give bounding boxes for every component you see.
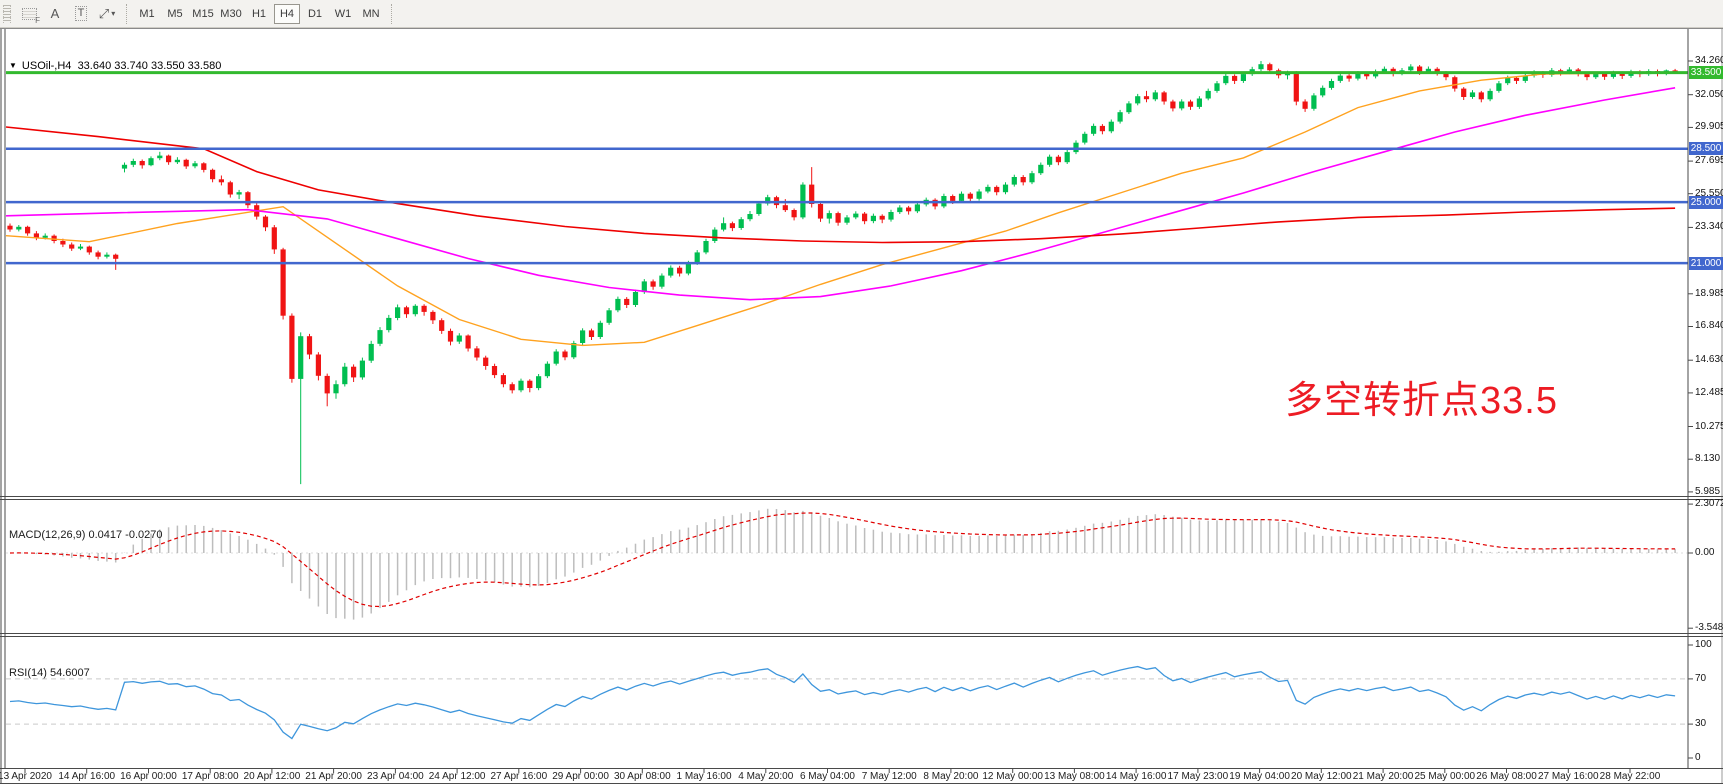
date-tick-label: 27 Apr 16:00 <box>490 771 548 782</box>
date-tick-label: 20 May 12:00 <box>1291 771 1352 782</box>
date-tick-label: 17 Apr 08:00 <box>181 771 239 782</box>
date-tick-label: 13 Apr 2020 <box>0 771 52 782</box>
date-tick-label: 6 May 04:00 <box>799 771 856 782</box>
chart-symbol-timeframe: USOil-,H4 <box>21 60 72 72</box>
date-tick-label: 17 May 23:00 <box>1167 771 1229 782</box>
price-tick-label: 14.630 <box>1695 354 1723 366</box>
timeframe-button-mn[interactable]: MN <box>362 7 380 20</box>
price-tick-label: 16.840 <box>1695 320 1723 332</box>
timeframe-button-m15[interactable]: M15 <box>192 7 214 20</box>
chart-window: 34.260 32.050 29.905 27.695 25.550 23.340 18.9… <box>0 28 1723 784</box>
toolbar-separator <box>126 3 127 24</box>
macd-tick-label: 2.3072 <box>1695 498 1723 510</box>
price-tick-label: 12.485 <box>1695 386 1723 398</box>
date-tick-label: 4 May 20:00 <box>738 771 794 782</box>
price-tick-label: 5.985 <box>1695 485 1721 497</box>
text-box-button[interactable]: T <box>69 3 93 25</box>
date-tick-label: 1 May 16:00 <box>676 771 732 782</box>
hline-price-tag: 25.000 <box>1689 195 1723 209</box>
chevron-down-icon: ▾ <box>111 9 116 18</box>
toolbar: F A T ⤢ ▾ M1 M5 M15 M30 H1 H4 D1 W1 MN <box>0 0 1723 28</box>
date-tick-label: 19 May 04:00 <box>1229 771 1290 782</box>
timeframe-button-m30[interactable]: M30 <box>220 7 242 20</box>
grid-icon <box>21 7 37 20</box>
timeframe-button-h1[interactable]: H1 <box>251 7 267 20</box>
hline-price-tag: 21.000 <box>1689 256 1723 270</box>
date-tick-label: 14 Apr 16:00 <box>58 771 116 782</box>
templates-grid-icon[interactable]: F <box>17 3 41 25</box>
date-tick-label: 30 Apr 08:00 <box>613 771 671 782</box>
rsi-tick-label: 30 <box>1695 718 1707 730</box>
price-tick-label: 25.550 <box>1695 187 1723 199</box>
text-label-button[interactable]: A <box>43 3 67 25</box>
date-tick-label: 28 May 22:00 <box>1599 771 1661 782</box>
price-tick-label: 29.905 <box>1695 121 1723 133</box>
date-tick-label: 20 Apr 12:00 <box>243 771 301 782</box>
price-tick-label: 27.695 <box>1695 155 1723 167</box>
timeframe-button-d1[interactable]: D1 <box>307 7 323 20</box>
timeframe-button-h4[interactable]: H4 <box>274 3 300 24</box>
price-tick-label: 34.260 <box>1695 55 1723 66</box>
timeframe-button-m1[interactable]: M1 <box>139 7 155 20</box>
date-tick-label: 14 May 16:00 <box>1105 771 1167 782</box>
date-tick-label: 26 May 08:00 <box>1476 771 1537 782</box>
macd-tick-label: -3.5484 <box>1695 622 1723 634</box>
rsi-tick-label: 0 <box>1695 752 1701 763</box>
date-tick-label: 21 Apr 20:00 <box>305 771 362 782</box>
price-tick-label: 32.050 <box>1695 88 1723 100</box>
timeframe-button-m5[interactable]: M5 <box>167 7 183 20</box>
date-tick-label: 8 May 20:00 <box>923 771 979 782</box>
date-tick-label: 16 Apr 00:00 <box>120 771 177 782</box>
price-tick-label: 10.275 <box>1695 420 1723 432</box>
chart-ohlc-values: 33.640 33.740 33.550 33.580 <box>77 60 222 72</box>
date-tick-label: 21 May 20:00 <box>1352 771 1414 782</box>
price-tick-label: 18.985 <box>1695 287 1723 299</box>
price-tick-label: 23.340 <box>1695 221 1723 233</box>
price-tick-label: 8.130 <box>1695 453 1721 465</box>
grid-f-label: F <box>35 15 40 25</box>
date-tick-label: 23 Apr 04:00 <box>367 771 424 782</box>
date-tick-label: 13 May 08:00 <box>1044 771 1105 782</box>
date-tick-label: 27 May 16:00 <box>1537 771 1599 782</box>
rsi-indicator-label: RSI(14) 54.6007 <box>9 667 90 679</box>
macd-indicator-label: MACD(12,26,9) 0.0417 -0.0270 <box>9 529 163 541</box>
macd-tick-label: 0.00 <box>1695 547 1715 558</box>
hline-price-tag: 28.500 <box>1689 142 1723 156</box>
date-tick-label: 7 May 12:00 <box>861 771 917 782</box>
date-tick-label: 24 Apr 12:00 <box>428 771 486 782</box>
timeframe-button-w1[interactable]: W1 <box>334 7 352 20</box>
annotation-text: 多空转折点33.5 <box>1285 380 1558 422</box>
rsi-tick-label: 70 <box>1695 672 1707 684</box>
objects-arrows-button[interactable]: ⤢ ▾ <box>95 3 119 25</box>
chart-title: ▼ USOil-,H4 33.640 33.740 33.550 33.580 <box>9 60 221 72</box>
hline-price-tag: 33.500 <box>1689 66 1723 80</box>
date-tick-label: 25 May 00:00 <box>1414 771 1476 782</box>
date-tick-label: 12 May 00:00 <box>982 771 1043 782</box>
chart-dropdown-icon: ▼ <box>9 61 17 70</box>
toolbar-grip[interactable] <box>3 4 11 23</box>
arrows-icon: ⤢ <box>98 5 110 21</box>
rsi-tick-label: 100 <box>1695 639 1712 650</box>
date-tick-label: 29 Apr 00:00 <box>552 771 609 782</box>
toolbar-separator-2 <box>391 3 392 24</box>
text-label-icon: A <box>50 6 60 21</box>
timeframe-group: M1 M5 M15 M30 H1 H4 D1 W1 MN <box>133 3 385 24</box>
text-box-icon: T <box>74 6 88 21</box>
